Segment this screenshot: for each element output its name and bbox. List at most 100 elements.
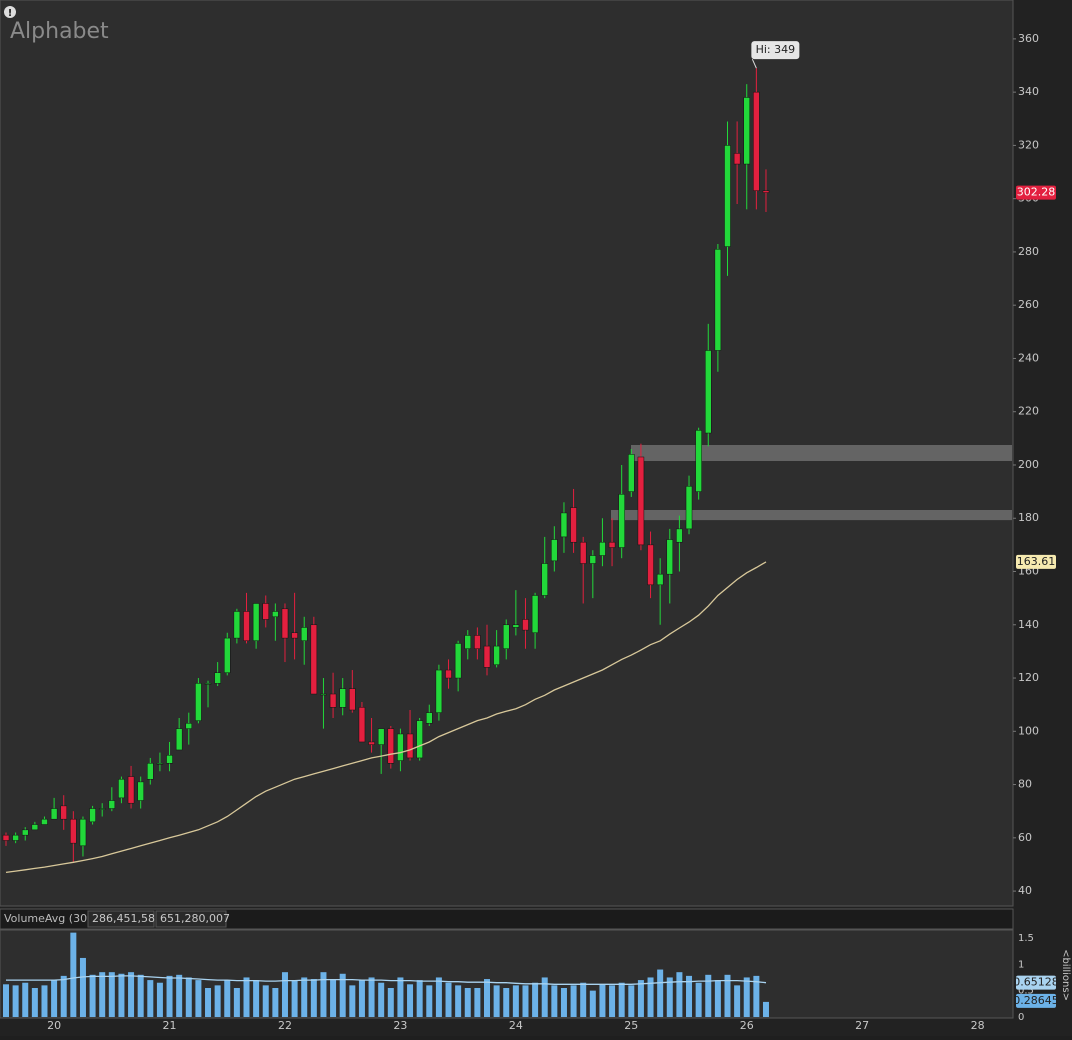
volume-bar bbox=[118, 973, 125, 1017]
candle-body bbox=[79, 818, 87, 847]
volume-bar bbox=[358, 980, 365, 1017]
volume-bar bbox=[532, 982, 539, 1017]
y-tick-label: 0 bbox=[1018, 1012, 1024, 1023]
volume-bar bbox=[522, 985, 529, 1017]
candle-body bbox=[175, 728, 183, 751]
candle-body bbox=[753, 91, 760, 191]
candle-body bbox=[21, 829, 29, 836]
candle-body bbox=[243, 611, 250, 642]
candle-body bbox=[656, 573, 664, 586]
volume-axis-label: <billions> bbox=[1060, 949, 1071, 1001]
candle-body bbox=[685, 486, 693, 530]
volume-bar bbox=[609, 985, 616, 1017]
candle-body bbox=[358, 707, 366, 743]
y-tick-label: 40 bbox=[1018, 884, 1032, 897]
volume-bar bbox=[455, 985, 462, 1017]
candle-body bbox=[608, 541, 616, 548]
y-tick-label: 340 bbox=[1018, 85, 1039, 98]
candle-body bbox=[618, 494, 625, 548]
volume-bar bbox=[560, 988, 567, 1017]
volume-bar bbox=[637, 980, 644, 1017]
candle-body bbox=[41, 818, 48, 825]
y-tick-label: 1 bbox=[1018, 959, 1024, 970]
volume-bar bbox=[541, 977, 548, 1017]
candle-body bbox=[147, 763, 154, 780]
volume-bar bbox=[79, 957, 86, 1017]
x-tick-label: 21 bbox=[163, 1019, 177, 1032]
y-tick-label: 320 bbox=[1018, 138, 1039, 151]
candle-body bbox=[118, 778, 125, 799]
volume-bar bbox=[243, 977, 250, 1017]
volume-bar bbox=[89, 974, 96, 1017]
volume-bar bbox=[253, 980, 260, 1017]
candle-body bbox=[108, 800, 116, 809]
candle-body bbox=[31, 824, 39, 831]
candle-body bbox=[628, 454, 635, 492]
candle-body bbox=[531, 595, 539, 634]
volume-bar bbox=[185, 977, 192, 1017]
y-tick-label: 0.5 bbox=[1018, 986, 1034, 997]
volume-bar bbox=[734, 985, 741, 1017]
candle-body bbox=[724, 145, 731, 247]
volume-bar bbox=[108, 972, 115, 1017]
candle-body bbox=[560, 512, 568, 538]
candle-body bbox=[743, 97, 750, 165]
zone bbox=[631, 445, 1012, 461]
volume-bar bbox=[599, 984, 606, 1017]
candle-body bbox=[339, 688, 346, 708]
last-price: 302.28 bbox=[1017, 186, 1056, 199]
volume-bar bbox=[205, 988, 212, 1017]
candle-body bbox=[522, 619, 529, 631]
volume-bar bbox=[580, 982, 587, 1017]
volume-bar bbox=[301, 977, 308, 1017]
avg-box bbox=[155, 910, 227, 928]
volume-bar bbox=[570, 985, 577, 1017]
candle-body bbox=[98, 808, 106, 810]
candle-body bbox=[454, 643, 462, 679]
volume-value: 286,451,582 bbox=[92, 912, 162, 925]
x-tick-label: 25 bbox=[624, 1019, 638, 1032]
candle-body bbox=[224, 637, 231, 673]
candle-body bbox=[204, 683, 212, 685]
hi-box bbox=[751, 41, 800, 60]
volume-bar bbox=[647, 977, 654, 1017]
volume-bar bbox=[657, 969, 664, 1017]
candle-body bbox=[483, 645, 491, 668]
volume-bar bbox=[753, 975, 760, 1017]
candle-body bbox=[320, 693, 327, 696]
candle-body bbox=[195, 683, 202, 721]
candle-body bbox=[166, 755, 173, 764]
volume-bar bbox=[281, 972, 288, 1017]
candle-body bbox=[445, 669, 452, 679]
chart-title: Alphabet bbox=[10, 19, 109, 44]
x-tick-label: 23 bbox=[393, 1019, 407, 1032]
volume-bar bbox=[310, 979, 317, 1017]
volume-bar bbox=[666, 977, 673, 1017]
volume-avg-marker: 0.65128 bbox=[1013, 976, 1059, 989]
volume-bar bbox=[339, 973, 346, 1017]
volume-bar bbox=[724, 974, 731, 1017]
y-tick-label: 360 bbox=[1018, 32, 1039, 45]
candle-body bbox=[2, 834, 10, 841]
candle-body bbox=[368, 741, 375, 745]
volume-bar bbox=[705, 974, 712, 1017]
volume-bar bbox=[628, 985, 635, 1017]
alert-icon[interactable] bbox=[4, 6, 16, 18]
volume-bar bbox=[22, 982, 29, 1017]
volume-bar bbox=[60, 975, 67, 1017]
candle-body bbox=[214, 672, 221, 684]
candle-body bbox=[493, 645, 500, 665]
volume-bar bbox=[503, 988, 510, 1017]
candle-body bbox=[551, 539, 558, 562]
candle-body bbox=[570, 507, 577, 543]
volume-bar bbox=[686, 975, 693, 1017]
candle-body bbox=[60, 805, 67, 820]
last-price-box bbox=[1016, 185, 1056, 200]
volume-bar bbox=[676, 972, 683, 1017]
candle-body bbox=[272, 611, 279, 618]
candle-body bbox=[291, 632, 298, 639]
volume-bar bbox=[156, 982, 163, 1017]
zone bbox=[611, 509, 1012, 521]
volume-bar bbox=[435, 977, 442, 1017]
volume-bar bbox=[41, 985, 48, 1017]
